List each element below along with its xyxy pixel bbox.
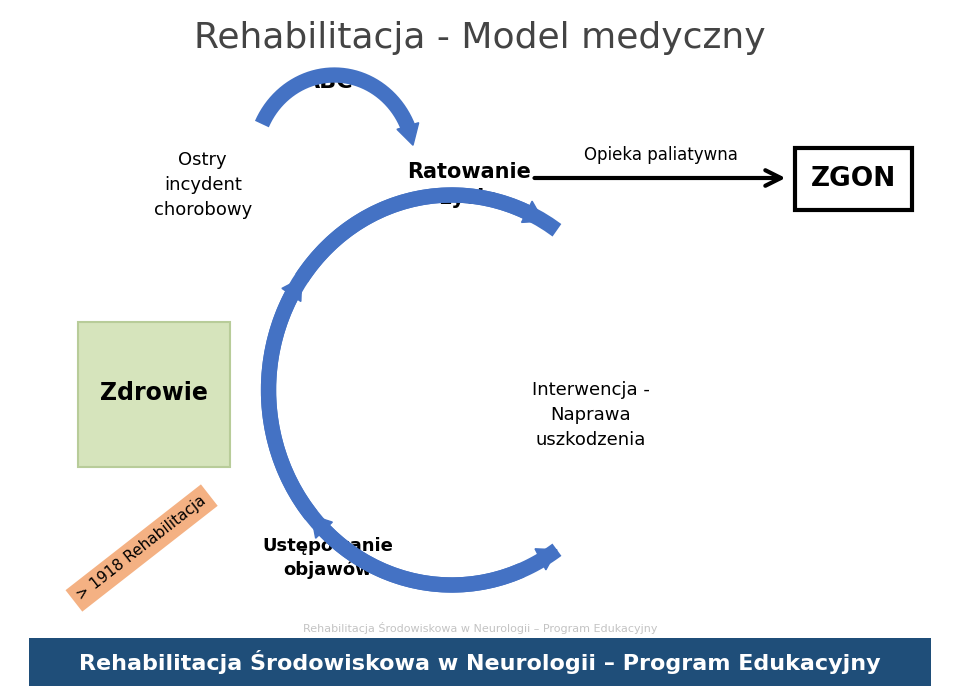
- Bar: [78, 322, 230, 467]
- Polygon shape: [521, 201, 543, 222]
- Text: > 1918 Rehabilitacja: > 1918 Rehabilitacja: [74, 493, 209, 603]
- Text: Opieka paliatywna: Opieka paliatywna: [584, 146, 737, 164]
- Text: Interwencja -
Naprawa
uszkodzenia: Interwencja - Naprawa uszkodzenia: [532, 381, 650, 449]
- Text: Rehabilitacja Środowiskowa w Neurologii – Program Edukacyjny: Rehabilitacja Środowiskowa w Neurologii …: [302, 622, 658, 634]
- Text: ZGON: ZGON: [810, 166, 896, 192]
- Polygon shape: [535, 549, 557, 570]
- Text: Rehabilitacja Środowiskowa w Neurologii – Program Edukacyjny: Rehabilitacja Środowiskowa w Neurologii …: [79, 650, 881, 674]
- Text: Ostry
incydent
chorobowy: Ostry incydent chorobowy: [154, 151, 252, 219]
- Bar: [29, 638, 931, 686]
- Polygon shape: [311, 515, 332, 539]
- Bar: [795, 148, 912, 210]
- Polygon shape: [397, 123, 419, 145]
- Polygon shape: [282, 278, 301, 301]
- Text: Ustępowanie
objawów: Ustępowanie objawów: [262, 537, 394, 579]
- Text: Ratowanie
życia: Ratowanie życia: [407, 162, 531, 208]
- Text: ABC: ABC: [302, 72, 353, 92]
- Text: Zdrowie: Zdrowie: [100, 381, 207, 405]
- Text: Rehabilitacja - Model medyczny: Rehabilitacja - Model medyczny: [194, 21, 766, 55]
